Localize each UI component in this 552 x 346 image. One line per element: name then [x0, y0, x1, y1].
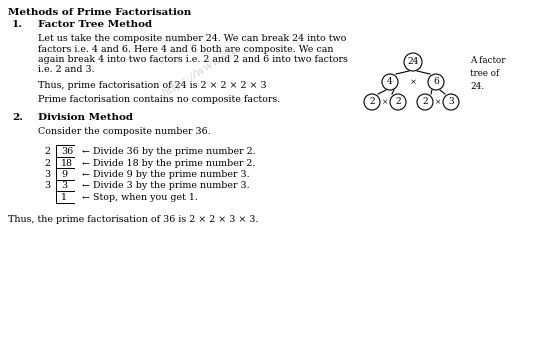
Text: 3: 3 — [448, 98, 454, 107]
Text: Methods of Prime Factorisation: Methods of Prime Factorisation — [8, 8, 191, 17]
Text: ×: × — [435, 98, 441, 106]
Text: ← Divide 9 by the prime number 3.: ← Divide 9 by the prime number 3. — [82, 170, 250, 179]
Text: Let us take the composite number 24. We can break 24 into two: Let us take the composite number 24. We … — [38, 34, 346, 43]
Text: 4: 4 — [387, 78, 393, 86]
Text: 2: 2 — [395, 98, 401, 107]
Text: again break 4 into two factors i.e. 2 and 2 and 6 into two factors: again break 4 into two factors i.e. 2 an… — [38, 55, 348, 64]
Text: ← Divide 36 by the prime number 2.: ← Divide 36 by the prime number 2. — [82, 147, 256, 156]
Text: 3: 3 — [44, 170, 50, 179]
Text: 36: 36 — [61, 147, 73, 156]
Text: Consider the composite number 36.: Consider the composite number 36. — [38, 127, 211, 137]
Text: ← Stop, when you get 1.: ← Stop, when you get 1. — [82, 193, 198, 202]
Text: Prime factorisation contains no composite factors.: Prime factorisation contains no composit… — [38, 94, 280, 103]
Text: ← Divide 3 by the prime number 3.: ← Divide 3 by the prime number 3. — [82, 182, 250, 191]
Text: https://www.stu: https://www.stu — [160, 44, 240, 99]
Text: 2.: 2. — [12, 113, 23, 122]
Text: i.e. 2 and 3.: i.e. 2 and 3. — [38, 65, 94, 74]
Text: 3: 3 — [61, 182, 67, 191]
Text: 3: 3 — [44, 182, 50, 191]
Text: A factor
tree of
24.: A factor tree of 24. — [470, 56, 506, 91]
Text: 6: 6 — [433, 78, 439, 86]
Text: 2: 2 — [422, 98, 428, 107]
Text: 2: 2 — [44, 158, 50, 167]
Text: 2: 2 — [369, 98, 375, 107]
Text: 1: 1 — [61, 193, 67, 202]
Text: ×: × — [410, 78, 417, 86]
Text: 24: 24 — [407, 57, 418, 66]
Text: Division Method: Division Method — [38, 113, 133, 122]
Text: factors i.e. 4 and 6. Here 4 and 6 both are composite. We can: factors i.e. 4 and 6. Here 4 and 6 both … — [38, 45, 333, 54]
Text: 18: 18 — [61, 158, 73, 167]
Text: 1.: 1. — [12, 20, 23, 29]
Text: Factor Tree Method: Factor Tree Method — [38, 20, 152, 29]
Text: Thus, prime factorisation of 24 is 2 × 2 × 2 × 3: Thus, prime factorisation of 24 is 2 × 2… — [38, 81, 267, 90]
Text: ← Divide 18 by the prime number 2.: ← Divide 18 by the prime number 2. — [82, 158, 256, 167]
Text: ×: × — [382, 98, 388, 106]
Text: 9: 9 — [61, 170, 67, 179]
Text: Thus, the prime factorisation of 36 is 2 × 2 × 3 × 3.: Thus, the prime factorisation of 36 is 2… — [8, 216, 258, 225]
Text: 2: 2 — [44, 147, 50, 156]
